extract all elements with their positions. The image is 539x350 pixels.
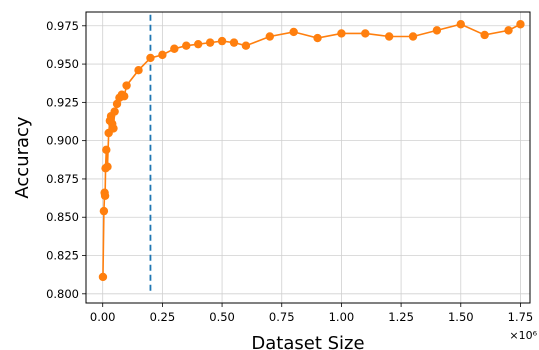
data-point <box>170 44 179 53</box>
data-point <box>408 32 418 41</box>
data-point <box>516 20 525 29</box>
x-tick-label: 0.25 <box>150 310 176 324</box>
x-offset-label: ×10⁶ <box>509 329 537 342</box>
data-point <box>99 206 109 216</box>
plot-frame <box>85 11 531 304</box>
data-point <box>205 38 215 47</box>
data-point <box>456 20 465 29</box>
data-point <box>134 66 143 75</box>
y-tick-label: 0.825 <box>46 249 79 263</box>
data-point <box>384 32 394 41</box>
data-point <box>504 26 513 35</box>
y-tick-label: 0.925 <box>46 95 79 109</box>
grid <box>86 12 530 303</box>
x-tick-label: 0.50 <box>209 310 235 324</box>
series-group <box>98 20 525 282</box>
data-point <box>432 26 442 35</box>
data-point <box>100 191 110 200</box>
data-point <box>109 124 118 133</box>
data-point <box>480 30 489 40</box>
data-point <box>289 27 298 37</box>
x-tick-label: 0.75 <box>269 310 295 324</box>
series-line <box>102 23 521 277</box>
y-tick-label: 0.875 <box>46 172 79 186</box>
x-tick-label: 0.00 <box>90 310 116 324</box>
data-point <box>146 53 155 63</box>
data-point <box>102 145 111 155</box>
data-point <box>182 41 191 50</box>
x-tick-label: 1.75 <box>508 310 534 324</box>
data-point <box>98 272 108 282</box>
data-point <box>158 50 167 60</box>
data-point <box>241 41 251 50</box>
y-ticks: 0.800 0.825 0.850 0.875 0.900 0.925 0.950 0.975 <box>46 19 86 301</box>
data-point <box>217 36 227 46</box>
y-tick-label: 0.900 <box>46 134 79 148</box>
data-point <box>229 38 239 47</box>
x-tick-label: 1.50 <box>448 310 474 324</box>
data-point <box>337 29 346 38</box>
data-point <box>122 81 131 90</box>
y-tick-label: 0.975 <box>46 19 79 33</box>
data-point <box>313 33 322 43</box>
y-tick-label: 0.950 <box>46 57 79 71</box>
x-tick-label: 1.00 <box>329 310 355 324</box>
data-point <box>361 29 370 38</box>
y-tick-label: 0.800 <box>46 287 79 301</box>
y-tick-label: 0.850 <box>46 210 79 224</box>
x-tick-label: 1.25 <box>388 310 414 324</box>
data-point <box>265 32 275 41</box>
data-point <box>103 162 112 171</box>
data-point <box>110 107 119 116</box>
data-point <box>119 92 129 101</box>
data-point <box>193 39 203 49</box>
x-ticks: 0.00 0.25 0.50 0.75 1.00 1.25 1.50 1.75 <box>90 303 533 324</box>
y-axis-label: Accuracy <box>12 116 33 199</box>
x-axis-label: Dataset Size <box>251 333 364 350</box>
